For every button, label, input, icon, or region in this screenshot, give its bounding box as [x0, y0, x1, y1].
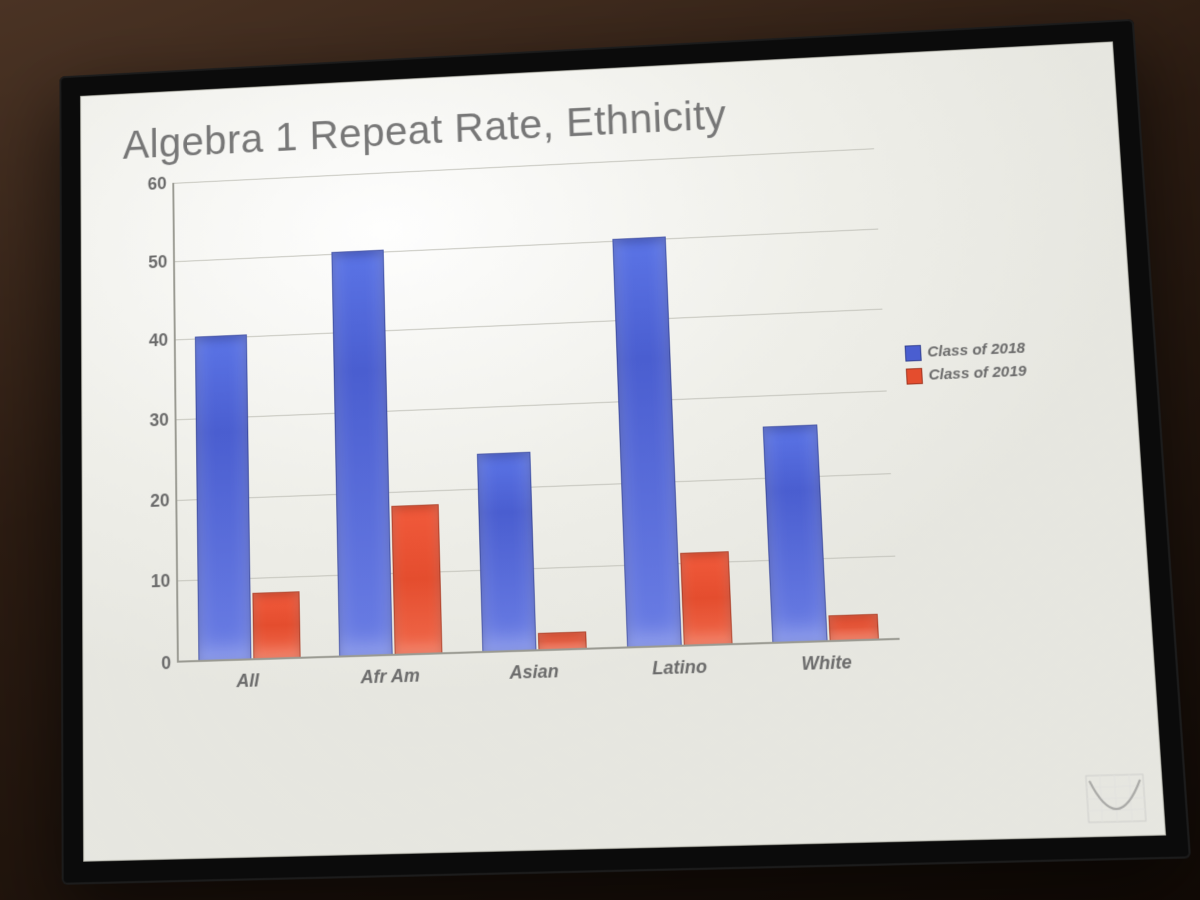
y-tick-label: 10 — [128, 571, 171, 593]
screen-bezel: Algebra 1 Repeat Rate, Ethnicity 0102030… — [59, 19, 1191, 885]
y-tick-label: 0 — [128, 652, 171, 674]
bar-group — [450, 162, 607, 651]
x-tick-label: White — [752, 644, 901, 676]
bar — [538, 631, 587, 649]
bar-group — [590, 155, 753, 647]
bar — [332, 249, 393, 655]
x-tick-label: Latino — [606, 649, 753, 681]
legend-swatch — [906, 367, 923, 384]
plot-area — [172, 148, 899, 662]
bar-group — [174, 176, 320, 661]
slide: Algebra 1 Repeat Rate, Ethnicity 0102030… — [80, 41, 1166, 861]
room-background: Algebra 1 Repeat Rate, Ethnicity 0102030… — [0, 0, 1200, 900]
y-tick-label: 30 — [126, 409, 168, 431]
legend-item: Class of 2019 — [906, 363, 1027, 385]
bar — [763, 424, 828, 642]
y-tick-label: 50 — [125, 251, 167, 273]
legend-item: Class of 2018 — [905, 340, 1026, 362]
x-tick-label: Asian — [462, 653, 608, 685]
y-tick-label: 20 — [127, 490, 170, 512]
corner-logo-icon — [1085, 773, 1147, 823]
bar — [195, 335, 251, 660]
bar — [829, 613, 880, 640]
bar-groups — [174, 148, 899, 660]
bar — [392, 504, 443, 654]
bar-group — [731, 148, 899, 642]
bar — [612, 236, 681, 646]
legend: Class of 2018Class of 2019 — [905, 340, 1028, 391]
legend-swatch — [905, 344, 922, 361]
legend-label: Class of 2019 — [928, 363, 1027, 384]
y-tick-label: 60 — [125, 173, 167, 195]
bar — [680, 551, 732, 644]
bar-group — [311, 169, 462, 656]
x-tick-label: All — [177, 662, 319, 694]
bar — [252, 591, 300, 658]
y-tick-label: 40 — [126, 330, 168, 352]
legend-label: Class of 2018 — [927, 340, 1026, 361]
bar — [477, 452, 537, 651]
x-tick-label: Afr Am — [318, 658, 462, 690]
chart: 0102030405060 AllAfr AmAsianLatinoWhite … — [125, 141, 1060, 735]
